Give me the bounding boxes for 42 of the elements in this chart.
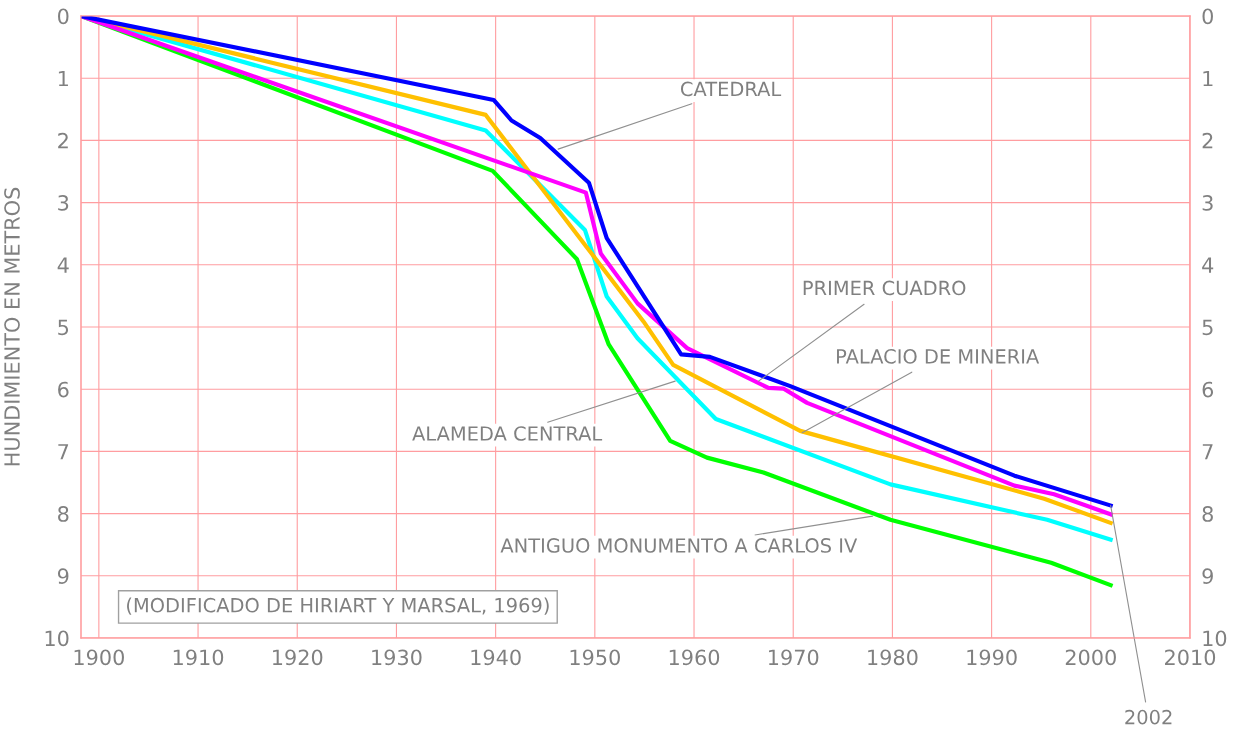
x-tick-label: 1970 bbox=[769, 649, 819, 666]
y2-tick-label: 8 bbox=[1202, 506, 1213, 522]
y2-tick-label: 6 bbox=[1202, 381, 1214, 398]
y2-tick-label: 10 bbox=[1203, 630, 1227, 647]
y-tick-label: 0 bbox=[58, 8, 69, 25]
x-tick-label: 2010 bbox=[1165, 649, 1216, 666]
y2-tick-label: 1 bbox=[1203, 70, 1213, 87]
y-tick-label: 2 bbox=[58, 132, 68, 149]
x-tick-label: 1900 bbox=[74, 649, 124, 666]
annotation: CATEDRAL bbox=[680, 81, 782, 97]
x-tick-label: 1910 bbox=[173, 649, 224, 666]
y-tick-label: 10 bbox=[45, 630, 69, 647]
y-tick-label: 9 bbox=[57, 568, 69, 585]
y2-tick-label: 3 bbox=[1202, 195, 1213, 211]
y-axis-title: HUNDIMIENTO EN METROS bbox=[4, 187, 20, 466]
y2-tick-label: 5 bbox=[1202, 319, 1213, 336]
y-tick-label: 6 bbox=[58, 381, 69, 398]
y-tick-label: 1 bbox=[58, 70, 68, 87]
annotation: (MODIFICADO DE HIRIART Y MARSAL, 1969) bbox=[127, 597, 549, 615]
y-tick-label: 3 bbox=[58, 195, 69, 211]
annotation: ALAMEDA CENTRAL bbox=[412, 426, 603, 441]
x-tick-label: 1950 bbox=[570, 649, 620, 666]
annotation: PRIMER CUADRO bbox=[803, 280, 966, 296]
x-tick-label: 2000 bbox=[1065, 649, 1116, 666]
x-tick-label: 1920 bbox=[273, 649, 323, 666]
annotation: ANTIGUO MONUMENTO A CARLOS IV bbox=[500, 538, 858, 553]
y-tick-label: 5 bbox=[58, 319, 69, 336]
x-tick-label: 1960 bbox=[669, 649, 720, 666]
y-tick-label: 8 bbox=[58, 506, 69, 522]
annotation: PALACIO DE MINERIA bbox=[837, 349, 1040, 364]
y2-tick-label: 9 bbox=[1202, 568, 1213, 585]
y2-tick-label: 2 bbox=[1202, 132, 1213, 149]
y-tick-label: 7 bbox=[58, 444, 69, 460]
x-tick-label: 1980 bbox=[868, 649, 918, 666]
y2-tick-label: 7 bbox=[1202, 444, 1213, 460]
y-tick-label: 4 bbox=[57, 257, 69, 273]
y2-tick-label: 4 bbox=[1202, 257, 1214, 273]
x-tick-label: 1930 bbox=[372, 649, 422, 666]
y2-tick-label: 0 bbox=[1202, 8, 1213, 25]
x-tick-label: 1940 bbox=[471, 649, 521, 666]
x-tick-label: 1990 bbox=[967, 649, 1017, 666]
annotation: 2002 bbox=[1125, 709, 1172, 725]
